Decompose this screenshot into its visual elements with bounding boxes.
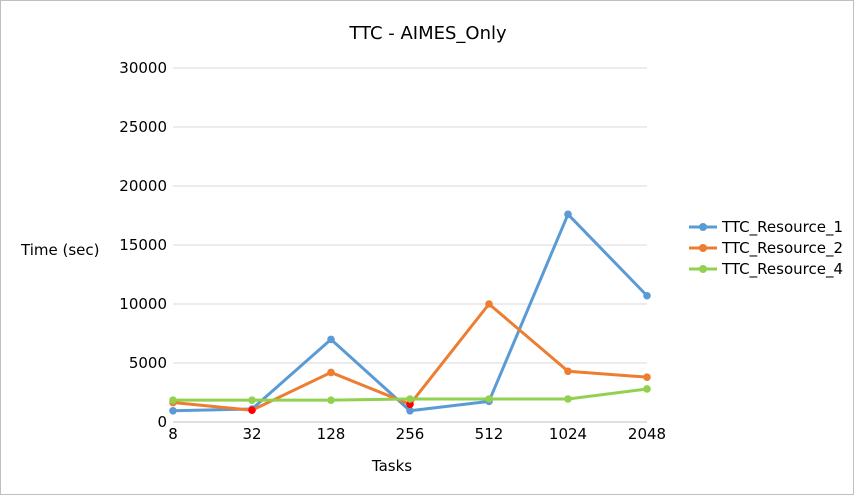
legend-swatch-marker — [699, 265, 707, 273]
series-ttc-resource-4 — [169, 385, 651, 404]
legend-label: TTC_Resource_2 — [721, 239, 843, 258]
y-tick-label: 20000 — [119, 177, 167, 195]
data-point — [643, 385, 651, 393]
data-point — [248, 406, 256, 415]
legend-label: TTC_Resource_1 — [721, 218, 843, 237]
gridlines — [173, 67, 647, 423]
data-point — [643, 291, 651, 300]
data-point — [564, 395, 572, 403]
data-point — [169, 406, 177, 415]
data-point — [485, 300, 493, 308]
y-tick-label: 15000 — [119, 236, 167, 254]
y-axis-ticks: 0 5000 10000 15000 20000 25000 30000 — [119, 59, 167, 431]
legend-item: TTC_Resource_2 — [689, 239, 843, 258]
y-tick-label: 0 — [157, 413, 167, 431]
data-point — [564, 367, 572, 376]
x-tick-label: 128 — [317, 425, 346, 443]
chart-title: TTC - AIMES_Only — [348, 23, 507, 44]
legend-label: TTC_Resource_4 — [721, 260, 843, 279]
y-tick-label: 30000 — [119, 59, 167, 77]
y-tick-label: 10000 — [119, 295, 167, 313]
x-tick-label: 32 — [242, 425, 261, 443]
series-ttc-resource-1 — [169, 210, 651, 415]
y-axis-title: Time (sec) — [20, 241, 99, 259]
data-point — [327, 335, 335, 344]
data-point — [406, 395, 414, 403]
x-tick-label: 8 — [168, 425, 178, 443]
data-point — [406, 406, 414, 415]
legend-swatch-marker — [699, 223, 707, 231]
series-lines — [169, 210, 651, 415]
legend: TTC_Resource_1 TTC_Resource_2 TTC_Resource… — [689, 218, 843, 279]
data-point — [169, 396, 177, 404]
x-tick-label: 1024 — [549, 425, 587, 443]
series-line — [171, 212, 649, 413]
x-axis-ticks: 8 32 128 256 512 1024 2048 — [168, 425, 666, 443]
series-ttc-resource-2 — [169, 300, 651, 415]
data-point — [564, 210, 572, 219]
x-axis-title: Tasks — [371, 457, 412, 475]
data-point — [485, 395, 493, 403]
x-tick-label: 256 — [396, 425, 425, 443]
legend-item: TTC_Resource_4 — [689, 260, 843, 279]
x-tick-label: 512 — [475, 425, 504, 443]
x-tick-label: 2048 — [628, 425, 666, 443]
data-point — [327, 396, 335, 404]
data-point — [406, 400, 414, 409]
data-point — [248, 396, 256, 404]
legend-swatch-marker — [699, 244, 707, 252]
y-tick-label: 25000 — [119, 118, 167, 136]
data-point — [327, 368, 335, 377]
series-line — [171, 302, 649, 412]
legend-item: TTC_Resource_1 — [689, 218, 843, 237]
data-point — [643, 373, 651, 381]
y-tick-label: 5000 — [129, 354, 167, 372]
